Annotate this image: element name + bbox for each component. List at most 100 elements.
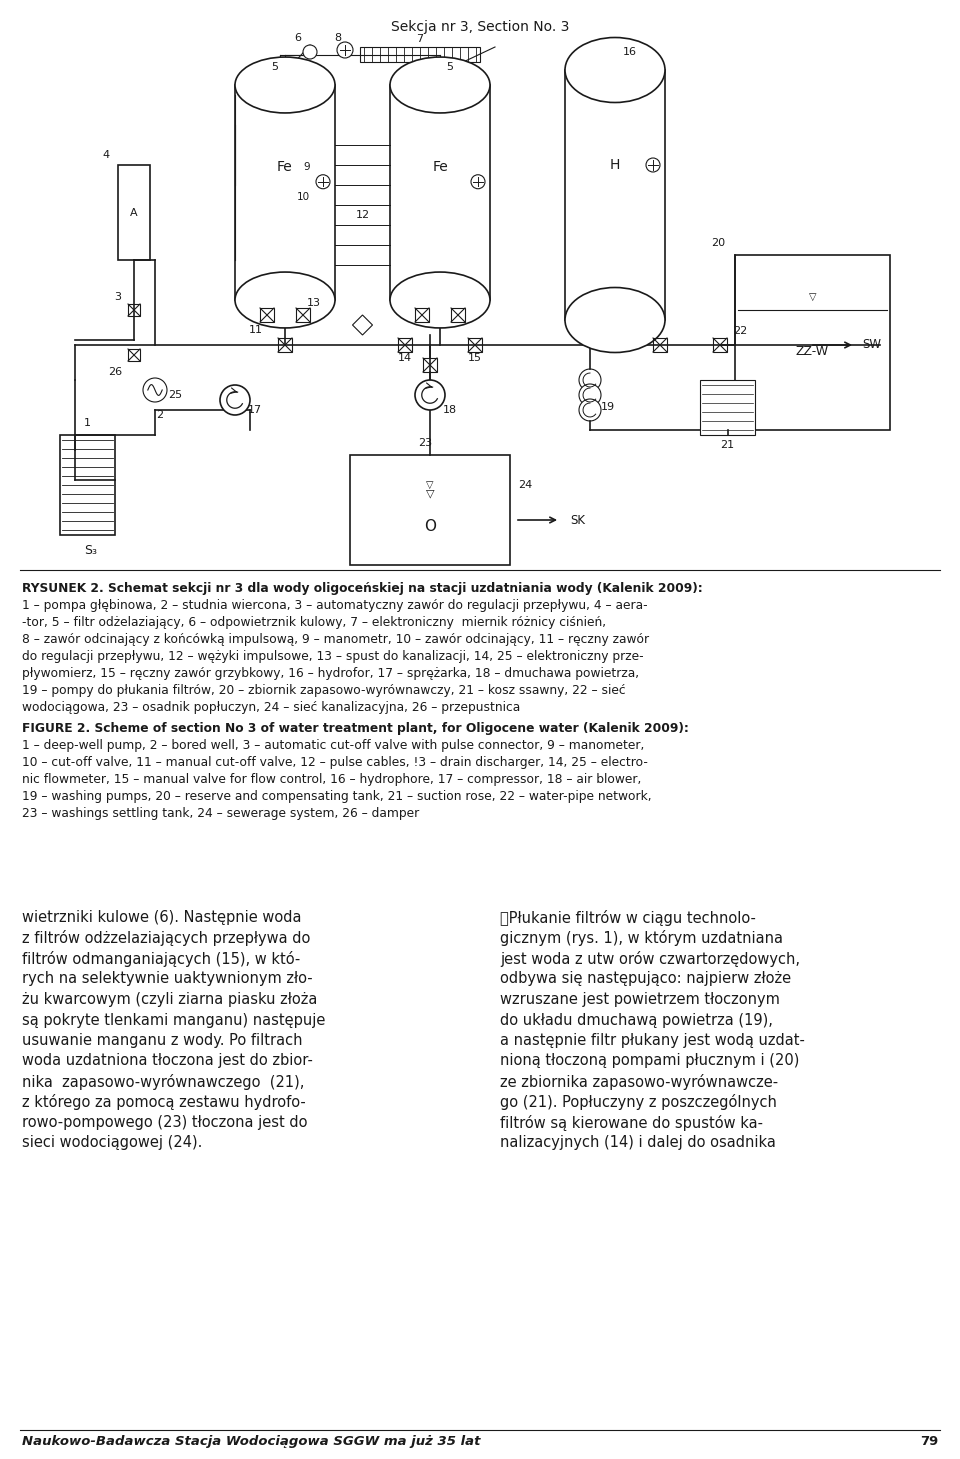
Text: 8: 8 bbox=[334, 34, 342, 42]
Text: 18: 18 bbox=[443, 406, 457, 414]
Text: go (21). Popłuczyny z poszczególnych: go (21). Popłuczyny z poszczególnych bbox=[500, 1094, 777, 1110]
Text: 13: 13 bbox=[307, 298, 321, 308]
Text: Fe: Fe bbox=[432, 159, 448, 174]
Text: do regulacji przepływu, 12 – wężyki impulsowe, 13 – spust do kanalizacji, 14, 25: do regulacji przepływu, 12 – wężyki impu… bbox=[22, 651, 643, 662]
Text: nalizacyjnych (14) i dalej do osadnika: nalizacyjnych (14) i dalej do osadnika bbox=[500, 1135, 776, 1151]
Text: pływomierz, 15 – ręczny zawór grzybkowy, 16 – hydrofor, 17 – sprężarka, 18 – dmu: pływomierz, 15 – ręczny zawór grzybkowy,… bbox=[22, 667, 639, 680]
Polygon shape bbox=[352, 315, 372, 336]
Bar bbox=[60, 435, 115, 535]
Text: wzruszane jest powietrzem tłoczonym: wzruszane jest powietrzem tłoczonym bbox=[500, 992, 780, 1007]
Text: odbywa się następująco: najpierw złoże: odbywa się następująco: najpierw złoże bbox=[500, 972, 791, 986]
Text: ze zbiornika zapasowo-wyrównawcze-: ze zbiornika zapasowo-wyrównawcze- bbox=[500, 1074, 779, 1090]
Text: SW: SW bbox=[862, 338, 881, 352]
Bar bbox=[700, 379, 755, 435]
Bar bbox=[415, 308, 429, 322]
Text: filtrów są kierowane do spustów ka-: filtrów są kierowane do spustów ka- bbox=[500, 1115, 763, 1131]
Text: 3: 3 bbox=[114, 292, 122, 302]
Text: gicznym (rys. 1), w którym uzdatniana: gicznym (rys. 1), w którym uzdatniana bbox=[500, 931, 783, 947]
Circle shape bbox=[646, 158, 660, 172]
Ellipse shape bbox=[235, 271, 335, 328]
Text: 10: 10 bbox=[297, 191, 310, 201]
Text: 17: 17 bbox=[248, 406, 262, 414]
Bar bbox=[128, 303, 140, 317]
Text: 5: 5 bbox=[272, 61, 278, 71]
Text: 22: 22 bbox=[732, 325, 747, 336]
Text: 25: 25 bbox=[168, 390, 182, 400]
Text: sieci wodociągowej (24).: sieci wodociągowej (24). bbox=[22, 1135, 203, 1151]
Text: z którego za pomocą zestawu hydrofo-: z którego za pomocą zestawu hydrofo- bbox=[22, 1094, 305, 1110]
Circle shape bbox=[303, 45, 317, 58]
Text: nioną tłoczoną pompami płucznym i (20): nioną tłoczoną pompami płucznym i (20) bbox=[500, 1053, 800, 1068]
Text: Fe: Fe bbox=[277, 159, 293, 174]
Circle shape bbox=[579, 369, 601, 391]
Bar bbox=[735, 255, 890, 430]
Text: 11: 11 bbox=[249, 325, 263, 336]
Bar bbox=[713, 338, 727, 352]
Circle shape bbox=[220, 385, 250, 414]
Text: Sekcja nr 3, Section No. 3: Sekcja nr 3, Section No. 3 bbox=[391, 20, 569, 34]
Text: FIGURE 2. Scheme of section No 3 of water treatment plant, for Oligocene water (: FIGURE 2. Scheme of section No 3 of wate… bbox=[22, 722, 689, 735]
Text: 79: 79 bbox=[920, 1436, 938, 1447]
Text: 9: 9 bbox=[303, 162, 310, 172]
Bar bbox=[278, 338, 292, 352]
Bar bbox=[451, 308, 465, 322]
Circle shape bbox=[143, 378, 167, 403]
Bar bbox=[423, 357, 437, 372]
Text: RYSUNEK 2. Schemat sekcji nr 3 dla wody oligoceńskiej na stacji uzdatniania wody: RYSUNEK 2. Schemat sekcji nr 3 dla wody … bbox=[22, 582, 703, 595]
Text: filtrów odmanganiających (15), w któ-: filtrów odmanganiających (15), w któ- bbox=[22, 951, 300, 967]
Text: 1 – deep-well pump, 2 – bored well, 3 – automatic cut-off valve with pulse conne: 1 – deep-well pump, 2 – bored well, 3 – … bbox=[22, 740, 644, 751]
Text: 16: 16 bbox=[623, 47, 637, 57]
Text: O: O bbox=[424, 519, 436, 534]
Ellipse shape bbox=[390, 271, 490, 328]
Text: 2: 2 bbox=[156, 410, 163, 420]
Text: rych na selektywnie uaktywnionym zło-: rych na selektywnie uaktywnionym zło- bbox=[22, 972, 313, 986]
Text: -tor, 5 – filtr odżelaziający, 6 – odpowietrznik kulowy, 7 – elektroniczny  mier: -tor, 5 – filtr odżelaziający, 6 – odpow… bbox=[22, 616, 606, 629]
Bar bbox=[360, 47, 480, 61]
Text: nic flowmeter, 15 – manual valve for flow control, 16 – hydrophore, 17 – compres: nic flowmeter, 15 – manual valve for flo… bbox=[22, 773, 641, 786]
Text: jest woda z utw orów czwartorzędowych,: jest woda z utw orów czwartorzędowych, bbox=[500, 951, 800, 967]
Text: 23 – washings settling tank, 24 – sewerage system, 26 – damper: 23 – washings settling tank, 24 – sewera… bbox=[22, 807, 420, 820]
Circle shape bbox=[337, 42, 353, 58]
Text: Naukowo-Badawcza Stacja Wodociągowa SGGW ma już 35 lat: Naukowo-Badawcza Stacja Wodociągowa SGGW… bbox=[22, 1436, 481, 1447]
Text: 19 – washing pumps, 20 – reserve and compensating tank, 21 – suction rose, 22 – : 19 – washing pumps, 20 – reserve and com… bbox=[22, 789, 652, 802]
Bar bbox=[565, 70, 665, 320]
Ellipse shape bbox=[235, 57, 335, 112]
Text: z filtrów odżzelaziających przepływa do: z filtrów odżzelaziających przepływa do bbox=[22, 931, 310, 947]
Text: 1 – pompa głębinowa, 2 – studnia wiercona, 3 – automatyczny zawór do regulacji p: 1 – pompa głębinowa, 2 – studnia wiercon… bbox=[22, 600, 648, 611]
Text: do układu dmuchawą powietrza (19),: do układu dmuchawą powietrza (19), bbox=[500, 1013, 773, 1027]
Bar bbox=[398, 338, 412, 352]
Circle shape bbox=[579, 398, 601, 422]
Circle shape bbox=[579, 384, 601, 406]
Ellipse shape bbox=[565, 38, 665, 102]
Text: nika  zapasowo-wyrównawczego  (21),: nika zapasowo-wyrównawczego (21), bbox=[22, 1074, 304, 1090]
Bar bbox=[235, 85, 335, 301]
Bar bbox=[350, 455, 510, 565]
Text: 14: 14 bbox=[398, 353, 412, 363]
Text: 5: 5 bbox=[446, 61, 453, 71]
Text: 1: 1 bbox=[84, 417, 91, 427]
Text: rowo-pompowego (23) tłoczona jest do: rowo-pompowego (23) tłoczona jest do bbox=[22, 1115, 307, 1131]
Bar bbox=[118, 165, 150, 260]
Bar bbox=[390, 85, 490, 301]
Circle shape bbox=[415, 379, 445, 410]
Text: 26: 26 bbox=[108, 368, 122, 376]
Text: 6: 6 bbox=[295, 34, 301, 42]
Text: H: H bbox=[610, 158, 620, 172]
Text: usuwanie manganu z wody. Po filtrach: usuwanie manganu z wody. Po filtrach bbox=[22, 1033, 302, 1048]
Text: a następnie filtr płukany jest wodą uzdat-: a następnie filtr płukany jest wodą uzda… bbox=[500, 1033, 804, 1048]
Text: 19: 19 bbox=[601, 403, 615, 411]
Text: 24: 24 bbox=[517, 480, 532, 490]
Bar bbox=[468, 338, 482, 352]
Text: SK: SK bbox=[570, 514, 585, 527]
Bar bbox=[260, 308, 274, 322]
Text: A: A bbox=[131, 207, 138, 217]
Circle shape bbox=[471, 175, 485, 188]
Text: 8 – zawór odcinający z końcówką impulsową, 9 – manometr, 10 – zawór odcinający, : 8 – zawór odcinający z końcówką impulsow… bbox=[22, 633, 649, 646]
Text: 10 – cut-off valve, 11 – manual cut-off valve, 12 – pulse cables, !3 – drain dis: 10 – cut-off valve, 11 – manual cut-off … bbox=[22, 756, 648, 769]
Bar bbox=[296, 308, 310, 322]
Ellipse shape bbox=[565, 287, 665, 353]
Bar bbox=[653, 338, 667, 352]
Text: 23: 23 bbox=[418, 438, 432, 448]
Text: ▽: ▽ bbox=[808, 292, 816, 302]
Bar bbox=[128, 349, 140, 360]
